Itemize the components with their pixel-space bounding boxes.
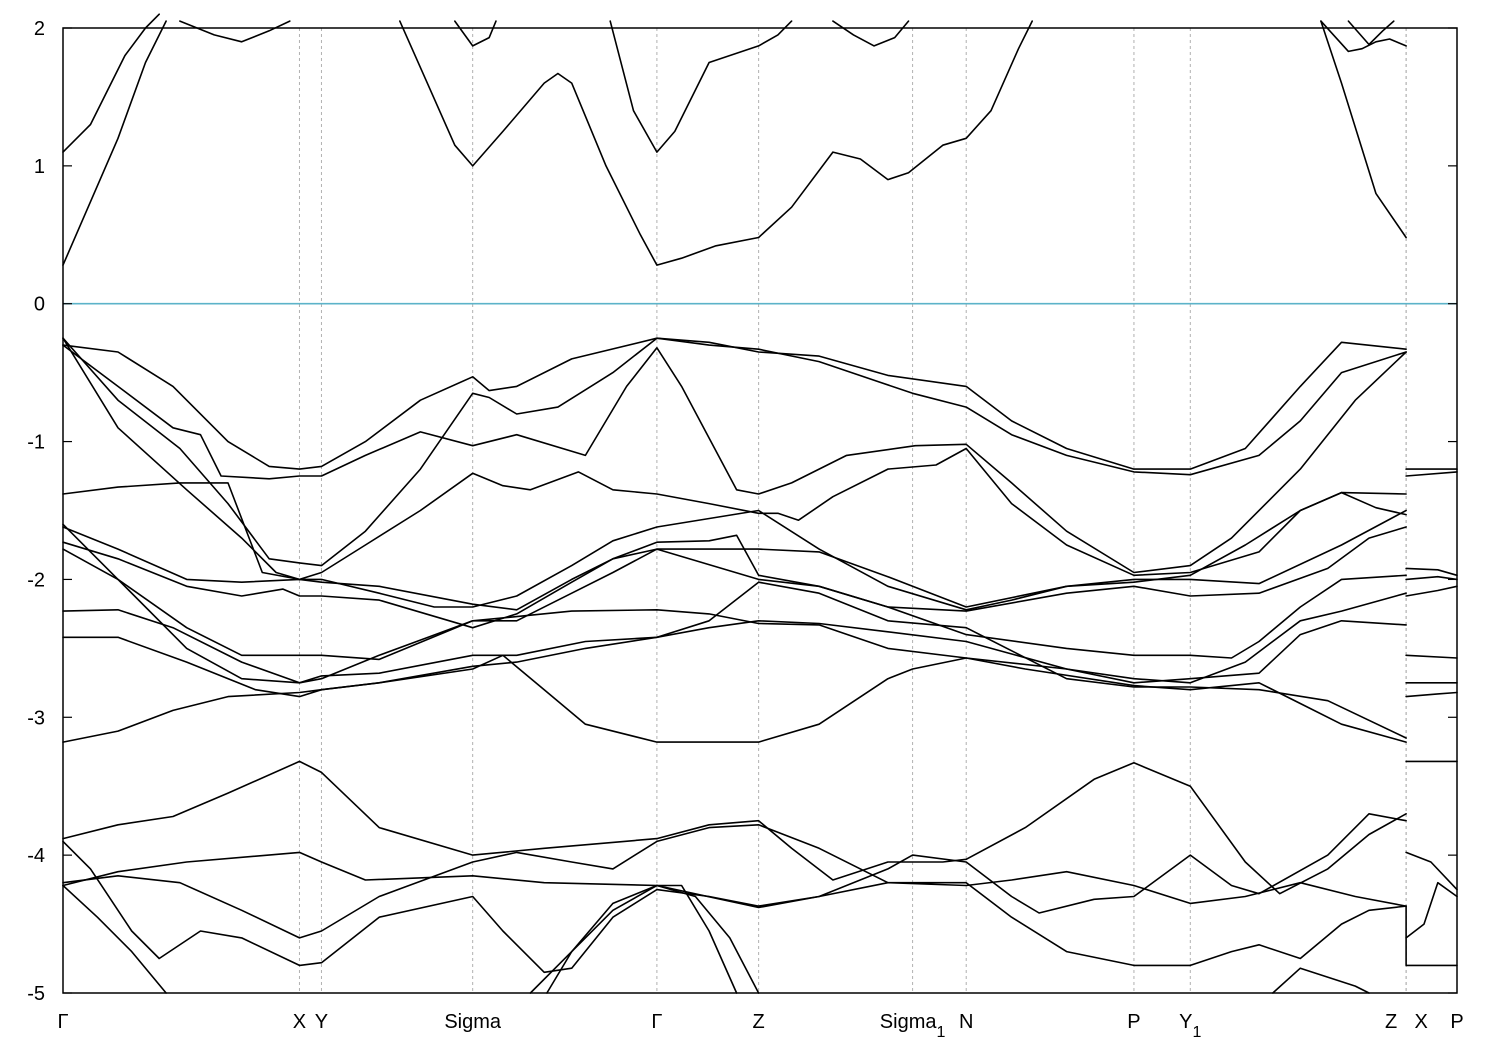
band-line-17	[62, 509, 1407, 629]
band-line-27	[62, 884, 167, 994]
band-line-21	[62, 581, 1407, 739]
band-line-14	[62, 344, 1407, 574]
band-line-37	[1405, 654, 1458, 659]
x-tick-label: Sigma1	[880, 1011, 946, 1041]
x-tick-label: Z	[753, 1011, 765, 1033]
band-line-2	[62, 13, 160, 153]
x-tick-label: Sigma	[444, 1011, 502, 1033]
x-tick-label: Γ	[57, 1011, 68, 1033]
band-line-40	[1405, 567, 1458, 577]
y-tick-label: -1	[27, 432, 45, 454]
band-line-20	[62, 609, 1407, 684]
band-line-1	[62, 20, 167, 266]
band-line-19	[62, 523, 1407, 684]
band-line-9	[1320, 20, 1407, 53]
band-line-22	[62, 654, 1407, 743]
band-line-6	[609, 20, 793, 153]
y-tick-label: 1	[34, 156, 45, 178]
x-tick-label: N	[959, 1011, 973, 1033]
band-line-25	[62, 824, 1407, 939]
band-line-26	[62, 840, 1407, 974]
x-tick-label: Γ	[651, 1011, 662, 1033]
band-line-8	[1320, 20, 1407, 239]
band-line-5	[454, 20, 497, 47]
band-line-15	[62, 482, 1407, 611]
kpoint-gridlines	[298, 28, 1407, 993]
band-line-39	[1405, 575, 1458, 581]
band-line-32	[1405, 881, 1458, 939]
band-line-11	[62, 337, 1407, 567]
x-tick-label: X	[1414, 1011, 1427, 1033]
band-line-7	[832, 20, 910, 47]
x-tick-label: Y1	[1179, 1011, 1201, 1041]
band-line-4	[399, 20, 1033, 266]
plot-frame	[62, 27, 1458, 994]
band-line-23	[62, 760, 1407, 895]
band-line-38	[1405, 585, 1458, 597]
band-line-28	[529, 884, 760, 994]
x-tick-label: P	[1450, 1011, 1463, 1033]
band-line-18	[62, 548, 1407, 661]
band-line-16	[62, 526, 1407, 612]
x-tick-label: Z	[1385, 1011, 1397, 1033]
band-line-3	[179, 20, 291, 43]
x-tick-label: X	[293, 1011, 306, 1033]
band-line-31	[1405, 905, 1458, 967]
y-tick-label: -4	[27, 845, 45, 867]
band-line-35	[1405, 691, 1458, 698]
y-tick-label: -3	[27, 707, 45, 729]
band-line-10	[1347, 20, 1395, 46]
band-line-30	[1272, 967, 1370, 994]
band-lines	[62, 13, 1458, 994]
band-line-29	[546, 884, 738, 994]
band-line-41	[1405, 471, 1458, 477]
x-tick-label: Y	[315, 1011, 328, 1033]
y-tick-label: -2	[27, 569, 45, 591]
band-line-24	[62, 813, 1407, 914]
y-tick-label: 0	[34, 294, 45, 316]
band-line-33	[1405, 851, 1458, 891]
band-line-13	[62, 337, 1407, 581]
band-line-12	[62, 337, 1407, 476]
x-tick-label: P	[1127, 1011, 1140, 1033]
y-tick-label: 2	[34, 18, 45, 40]
y-tick-label: -5	[27, 983, 45, 1005]
